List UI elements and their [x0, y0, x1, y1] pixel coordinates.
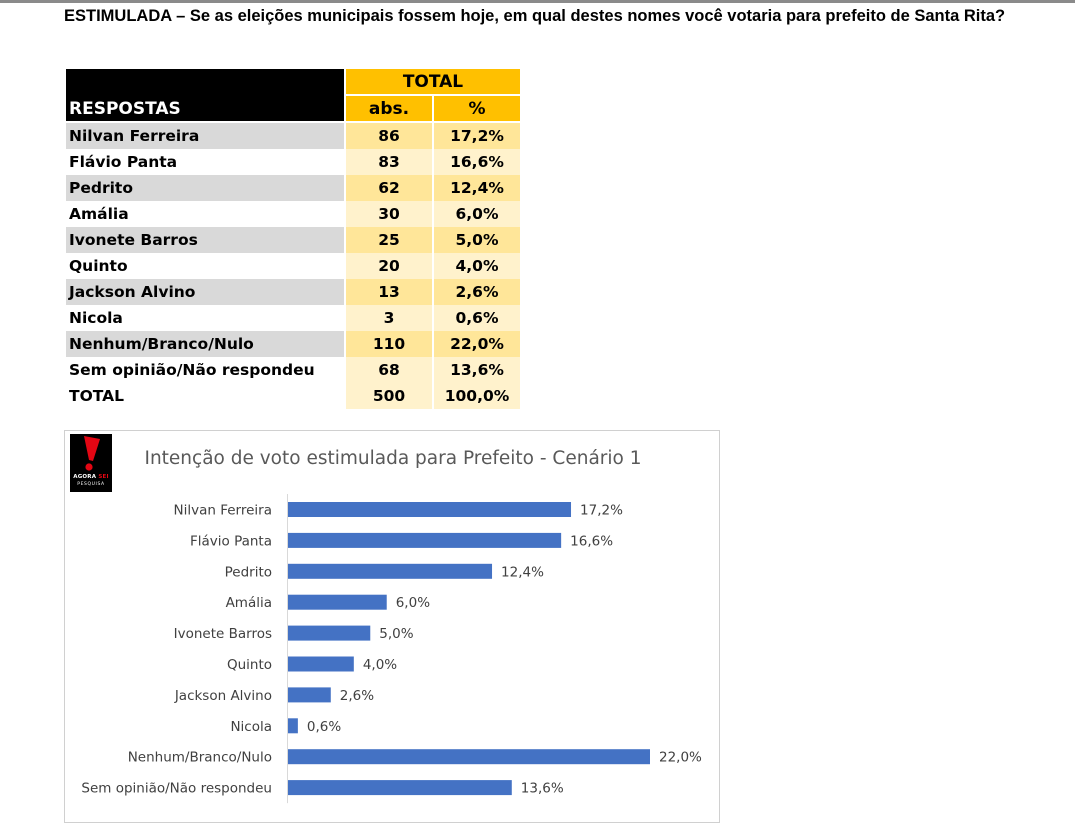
row-pct: 12,4%	[434, 175, 520, 201]
row-pct: 6,0%	[434, 201, 520, 227]
chart-title: Intenção de voto estimulada para Prefeit…	[144, 448, 642, 469]
row-abs: 110	[346, 331, 432, 357]
table-row: Pedrito 62 12,4%	[66, 175, 520, 201]
value-label: 12,4%	[501, 564, 544, 580]
row-name: Pedrito	[66, 175, 344, 201]
row-name: Nenhum/Branco/Nulo	[66, 331, 344, 357]
row-pct: 5,0%	[434, 227, 520, 253]
row-abs: 62	[346, 175, 432, 201]
total-abs: 500	[346, 383, 432, 409]
bar	[288, 780, 512, 796]
table-row: Nicola 3 0,6%	[66, 305, 520, 331]
value-label: 0,6%	[307, 719, 341, 735]
logo-word-sei: SEI	[98, 474, 109, 480]
table-row: Amália 30 6,0%	[66, 201, 520, 227]
category-label: Nenhum/Branco/Nulo	[128, 750, 272, 766]
value-label: 6,0%	[396, 595, 430, 611]
bar	[288, 718, 298, 734]
bar	[288, 502, 572, 517]
category-label: Amália	[226, 595, 272, 611]
value-label: 4,0%	[363, 657, 397, 673]
table-row: Quinto 20 4,0%	[66, 253, 520, 279]
row-name: Nicola	[66, 305, 344, 331]
row-abs: 20	[346, 253, 432, 279]
value-label: 22,0%	[659, 750, 702, 766]
row-pct: 22,0%	[434, 331, 520, 357]
bar	[288, 563, 493, 579]
bar	[288, 594, 387, 610]
row-name: Amália	[66, 201, 344, 227]
agora-sei-logo: AGORA SEI PESQUISA	[70, 434, 112, 492]
table-row: Sem opinião/Não respondeu 68 13,6%	[66, 357, 520, 383]
row-pct: 0,6%	[434, 305, 520, 331]
row-abs: 3	[346, 305, 432, 331]
header-pct: %	[434, 96, 520, 121]
table-row: Nilvan Ferreira 86 17,2%	[66, 123, 520, 149]
row-pct: 17,2%	[434, 123, 520, 149]
value-label: 13,6%	[521, 781, 564, 797]
value-label: 17,2%	[580, 503, 623, 519]
row-pct: 4,0%	[434, 253, 520, 279]
row-name: Ivonete Barros	[66, 227, 344, 253]
row-abs: 68	[346, 357, 432, 383]
category-label: Pedrito	[225, 564, 272, 580]
value-label: 16,6%	[570, 533, 613, 549]
bar	[288, 656, 354, 672]
category-label: Quinto	[227, 657, 272, 673]
row-abs: 13	[346, 279, 432, 305]
row-pct: 2,6%	[434, 279, 520, 305]
row-name: Flávio Panta	[66, 149, 344, 175]
chart-panel: AGORA SEI PESQUISA Intenção de voto esti…	[64, 430, 720, 823]
row-abs: 83	[346, 149, 432, 175]
table-row: Nenhum/Branco/Nulo 110 22,0%	[66, 331, 520, 357]
bar	[288, 687, 331, 703]
bar-chart: Nilvan Ferreira 17,2% Flávio Panta 16,6% Ped…	[81, 494, 702, 804]
row-name: Nilvan Ferreira	[66, 123, 344, 149]
total-name: TOTAL	[66, 383, 344, 409]
table-total-row: TOTAL 500 100,0%	[66, 383, 520, 409]
table-row: Flávio Panta 83 16,6%	[66, 149, 520, 175]
bar	[288, 749, 650, 765]
header-respostas: RESPOSTAS	[69, 98, 181, 119]
value-label: 2,6%	[340, 688, 374, 704]
category-label: Sem opinião/Não respondeu	[81, 781, 272, 797]
header-respostas-cell	[66, 69, 344, 121]
question-text: ESTIMULADA – Se as eleições municipais f…	[64, 7, 1006, 25]
row-pct: 13,6%	[434, 357, 520, 383]
row-name: Jackson Alvino	[66, 279, 344, 305]
category-label: Nilvan Ferreira	[174, 503, 273, 519]
row-abs: 30	[346, 201, 432, 227]
category-label: Jackson Alvino	[174, 688, 272, 704]
category-label: Nicola	[230, 719, 272, 735]
table-row: Jackson Alvino 13 2,6%	[66, 279, 520, 305]
logo-word-agora: AGORA	[73, 474, 97, 480]
bar	[288, 532, 562, 548]
header-abs: abs.	[346, 96, 432, 121]
header-total: TOTAL	[346, 69, 520, 94]
logo-word-pesquisa: PESQUISA	[77, 482, 105, 487]
category-label: Ivonete Barros	[174, 626, 272, 642]
row-abs: 25	[346, 227, 432, 253]
total-pct: 100,0%	[434, 383, 520, 409]
top-rule	[0, 0, 1075, 3]
row-abs: 86	[346, 123, 432, 149]
row-name: Sem opinião/Não respondeu	[66, 357, 344, 383]
row-name: Quinto	[66, 253, 344, 279]
exclamation-logo-icon	[84, 436, 100, 471]
bar	[288, 625, 371, 641]
category-label: Flávio Panta	[190, 533, 272, 549]
value-label: 5,0%	[379, 626, 413, 642]
logo-wordmark: AGORA SEI	[70, 474, 112, 480]
table-row: Ivonete Barros 25 5,0%	[66, 227, 520, 253]
row-pct: 16,6%	[434, 149, 520, 175]
